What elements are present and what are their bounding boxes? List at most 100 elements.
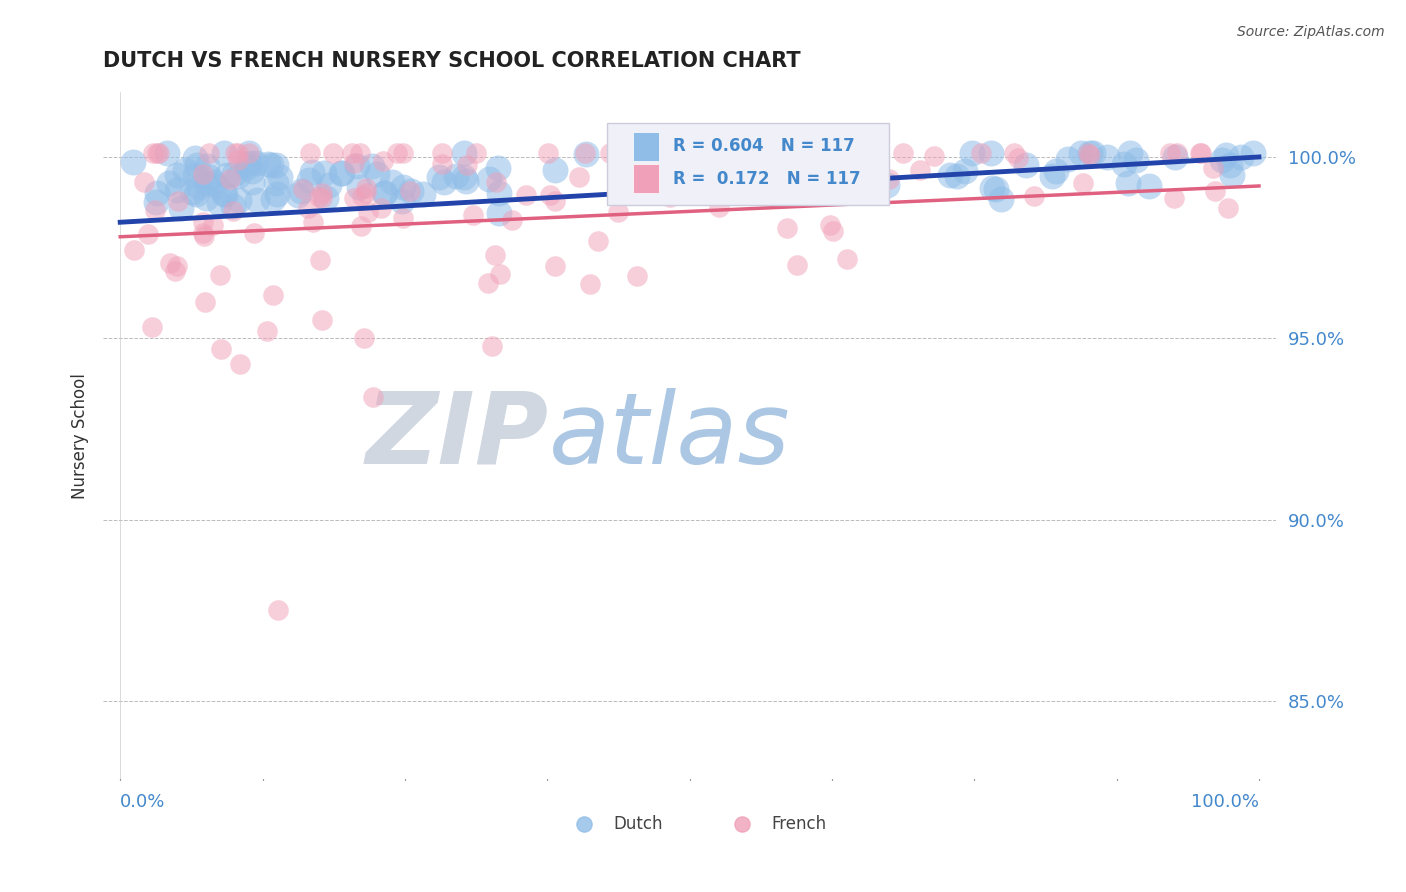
Point: [218, 172, 240, 186]
Point: [1215, 148, 1237, 162]
Point: [1230, 150, 1253, 164]
Point: [212, 146, 235, 161]
Point: [354, 181, 377, 195]
Point: [862, 178, 884, 193]
Point: [183, 169, 205, 183]
Point: [658, 190, 681, 204]
Point: [477, 276, 499, 290]
Point: [242, 227, 264, 241]
Point: [1211, 153, 1233, 167]
Point: [122, 155, 145, 169]
Point: [191, 167, 214, 181]
Text: DUTCH VS FRENCH NURSERY SCHOOL CORRELATION CHART: DUTCH VS FRENCH NURSERY SCHOOL CORRELATI…: [103, 51, 801, 70]
Point: [240, 174, 263, 188]
Point: [298, 146, 321, 161]
Point: [1189, 146, 1212, 161]
Point: [342, 191, 364, 205]
Point: [1125, 153, 1147, 167]
Point: [453, 169, 475, 184]
Point: [238, 146, 260, 161]
Point: [678, 156, 700, 170]
Point: [235, 157, 257, 171]
Point: [1163, 191, 1185, 205]
Point: [315, 191, 337, 205]
Point: [226, 146, 249, 161]
Point: [142, 146, 165, 161]
Point: [262, 192, 284, 206]
Point: [877, 172, 900, 186]
Point: [194, 295, 217, 310]
Point: [260, 158, 283, 172]
Point: [1078, 148, 1101, 162]
Point: [1045, 164, 1067, 178]
Point: [821, 181, 844, 195]
Point: [186, 158, 208, 172]
Point: [621, 169, 644, 183]
Point: [616, 155, 638, 169]
Point: [786, 258, 808, 272]
Bar: [633, 132, 659, 161]
Point: [166, 183, 188, 197]
Point: [544, 162, 567, 177]
Point: [444, 169, 467, 183]
Point: [859, 173, 882, 187]
Point: [191, 227, 214, 241]
Point: [373, 186, 395, 200]
Point: [399, 184, 422, 198]
Point: [226, 169, 249, 184]
Point: [1070, 146, 1092, 161]
Point: [399, 184, 422, 198]
Point: [876, 178, 898, 192]
Point: [366, 167, 388, 181]
Point: [676, 157, 699, 171]
Point: [361, 390, 384, 404]
Point: [980, 181, 1002, 195]
Point: [238, 146, 260, 161]
Point: [229, 357, 252, 371]
Point: [725, 146, 748, 161]
Point: [208, 195, 231, 210]
Point: [1137, 178, 1160, 193]
Point: [194, 176, 217, 190]
Point: [453, 146, 475, 161]
Point: [1219, 158, 1241, 172]
Point: [960, 146, 983, 161]
Point: [308, 190, 330, 204]
Point: [538, 187, 561, 202]
Point: [322, 146, 344, 161]
Point: [136, 227, 159, 241]
Point: [387, 146, 409, 161]
Point: [586, 234, 609, 248]
Point: [217, 169, 239, 183]
Point: [349, 180, 371, 194]
Point: [842, 185, 865, 199]
Point: [236, 160, 259, 174]
Point: [970, 146, 993, 161]
Point: [183, 151, 205, 165]
Point: [796, 172, 818, 186]
Y-axis label: Nursery School: Nursery School: [72, 374, 89, 500]
Point: [863, 158, 886, 172]
Point: [159, 256, 181, 270]
Point: [145, 195, 167, 210]
Point: [360, 160, 382, 174]
Point: [166, 194, 188, 209]
Point: [891, 146, 914, 161]
Point: [173, 162, 195, 177]
Point: [922, 149, 945, 163]
Point: [226, 153, 249, 168]
Point: [187, 179, 209, 194]
Point: [1015, 158, 1038, 172]
Point: [980, 146, 1002, 161]
Point: [481, 338, 503, 352]
Point: [391, 194, 413, 209]
Point: [146, 186, 169, 200]
FancyBboxPatch shape: [607, 123, 889, 205]
Point: [430, 157, 453, 171]
Point: [489, 267, 512, 281]
Point: [221, 199, 243, 213]
Point: [1112, 157, 1135, 171]
Point: [1077, 146, 1099, 161]
Point: [1081, 146, 1104, 161]
Point: [309, 253, 332, 268]
